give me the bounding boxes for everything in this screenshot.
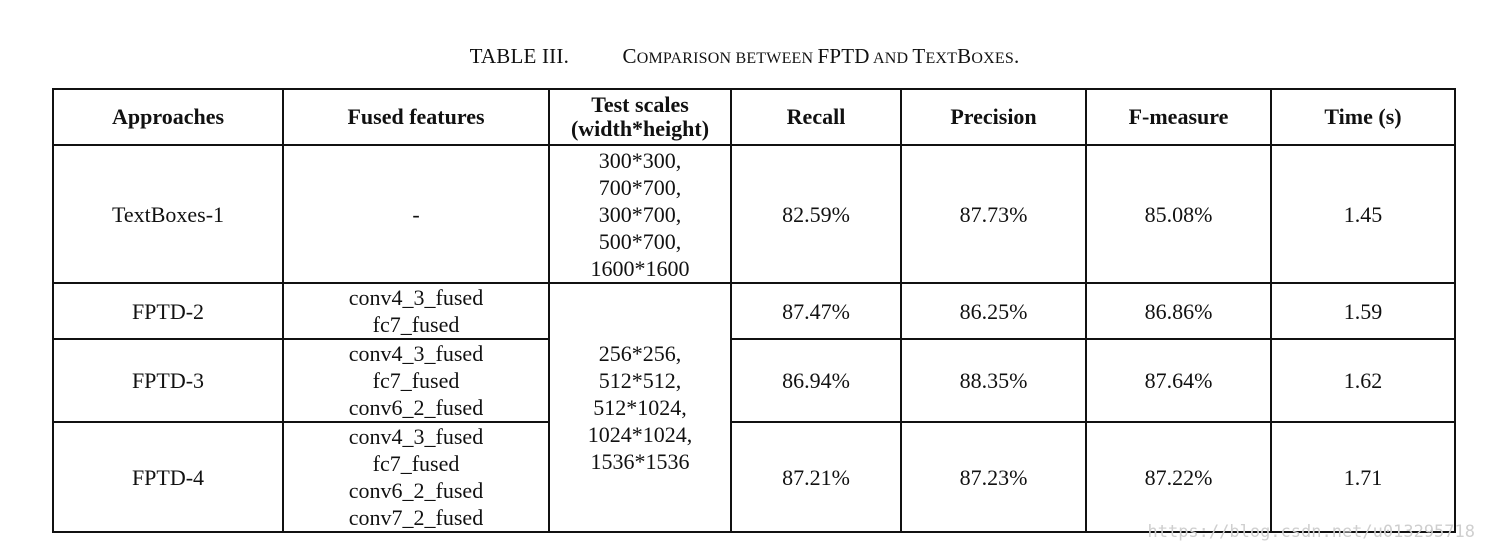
header-f-measure: F-measure (1085, 88, 1272, 146)
title-part: AND (869, 50, 913, 67)
recall-cell: 87.47% (730, 282, 902, 340)
cell-line: conv4_3_fused (348, 341, 484, 366)
f-measure-cell: 87.22% (1085, 421, 1272, 533)
f-measure-cell: 87.64% (1085, 338, 1272, 423)
approach-cell: FPTD-2 (52, 282, 284, 340)
table-row: FPTD-4 conv4_3_fused fc7_fused conv6_2_fus… (52, 421, 1456, 533)
cell-line: - (412, 201, 420, 227)
title-part: EXT (925, 50, 958, 67)
f-measure-cell: 86.86% (1085, 282, 1272, 340)
test-scales-cell: 256*256, 512*512, 512*1024, 1024*1024, 1536*… (548, 282, 732, 533)
header-approaches: Approaches (52, 88, 284, 146)
f-measure-cell: 85.08% (1085, 144, 1272, 284)
cell-line: 1600*1600 (590, 255, 690, 281)
cell-line: 512*1024, (593, 395, 687, 420)
title-part: OMPARISON BETWEEN (636, 50, 818, 67)
precision-cell: 87.73% (900, 144, 1087, 284)
table-row: FPTD-3 conv4_3_fused fc7_fused conv6_2_fus… (52, 338, 1456, 423)
recall-cell: 87.21% (730, 421, 902, 533)
title-part: FPTD (817, 44, 870, 68)
title-part: C (622, 44, 637, 68)
time-cell: 1.45 (1270, 144, 1456, 284)
cell-line: conv6_2_fused (348, 478, 484, 503)
cell-line: conv4_3_fused (348, 285, 484, 310)
watermark: https://blog.csdn.net/u013295718 (1147, 522, 1475, 542)
time-cell: 1.71 (1270, 421, 1456, 533)
table-row: TextBoxes-1 - 300*300, 700*700, 300*700, 50… (52, 144, 1456, 284)
precision-cell: 87.23% (900, 421, 1087, 533)
header-time: Time (s) (1270, 88, 1456, 146)
comparison-table: Approaches Fused features Test scales (w… (52, 88, 1456, 533)
cell-line: conv7_2_fused (348, 505, 484, 530)
header-test-scales-line1: Test scales (591, 92, 689, 117)
header-test-scales-line2: (width*height) (570, 116, 710, 141)
header-test-scales: Test scales (width*height) (548, 88, 732, 146)
precision-cell: 88.35% (900, 338, 1087, 423)
precision-cell: 86.25% (900, 282, 1087, 340)
cell-line: 512*512, (598, 368, 682, 393)
cell-line: 300*300, (598, 147, 682, 173)
cell-line: 256*256, (598, 341, 682, 366)
recall-cell: 86.94% (730, 338, 902, 423)
table-row: FPTD-2 conv4_3_fused fc7_fused 256*256, 51… (52, 282, 1456, 533)
header-recall: Recall (730, 88, 902, 146)
cell-line: 1536*1536 (590, 449, 690, 474)
fused-features-cell: conv4_3_fused fc7_fused conv6_2_fused (282, 338, 550, 423)
cell-line: 1024*1024, (587, 422, 693, 447)
table-label: TABLE III. (469, 44, 570, 68)
time-cell: 1.59 (1270, 282, 1456, 340)
header-fused-features: Fused features (282, 88, 550, 146)
fused-features-cell: conv4_3_fused fc7_fused conv6_2_fused conv7… (282, 421, 550, 533)
approach-cell: FPTD-4 (52, 421, 284, 533)
title-part: T (912, 44, 926, 68)
approach-cell: TextBoxes-1 (52, 144, 284, 284)
cell-line: fc7_fused (372, 368, 460, 393)
recall-cell: 82.59% (730, 144, 902, 284)
header-row: Approaches Fused features Test scales (w… (52, 88, 1456, 146)
cell-line: fc7_fused (372, 451, 460, 476)
cell-line: 700*700, (598, 174, 682, 200)
cell-line: conv4_3_fused (348, 424, 484, 449)
fused-features-cell: conv4_3_fused fc7_fused (282, 282, 550, 340)
cell-line: conv6_2_fused (348, 395, 484, 420)
table-title: COMPARISON BETWEEN FPTD AND TEXTBOXES. (622, 44, 1019, 68)
title-part: . (1013, 44, 1020, 68)
title-part: OXES (971, 50, 1014, 67)
test-scales-cell: 300*300, 700*700, 300*700, 500*700, 1600*160… (548, 144, 732, 284)
table-caption: TABLE III. COMPARISON BETWEEN FPTD AND T… (0, 44, 1489, 69)
header-precision: Precision (900, 88, 1087, 146)
time-cell: 1.62 (1270, 338, 1456, 423)
cell-line: 300*700, (598, 201, 682, 227)
cell-line: fc7_fused (372, 312, 460, 337)
approach-cell: FPTD-3 (52, 338, 284, 423)
cell-line: 500*700, (598, 228, 682, 254)
fused-features-cell: - (282, 144, 550, 284)
title-part: B (957, 44, 972, 68)
